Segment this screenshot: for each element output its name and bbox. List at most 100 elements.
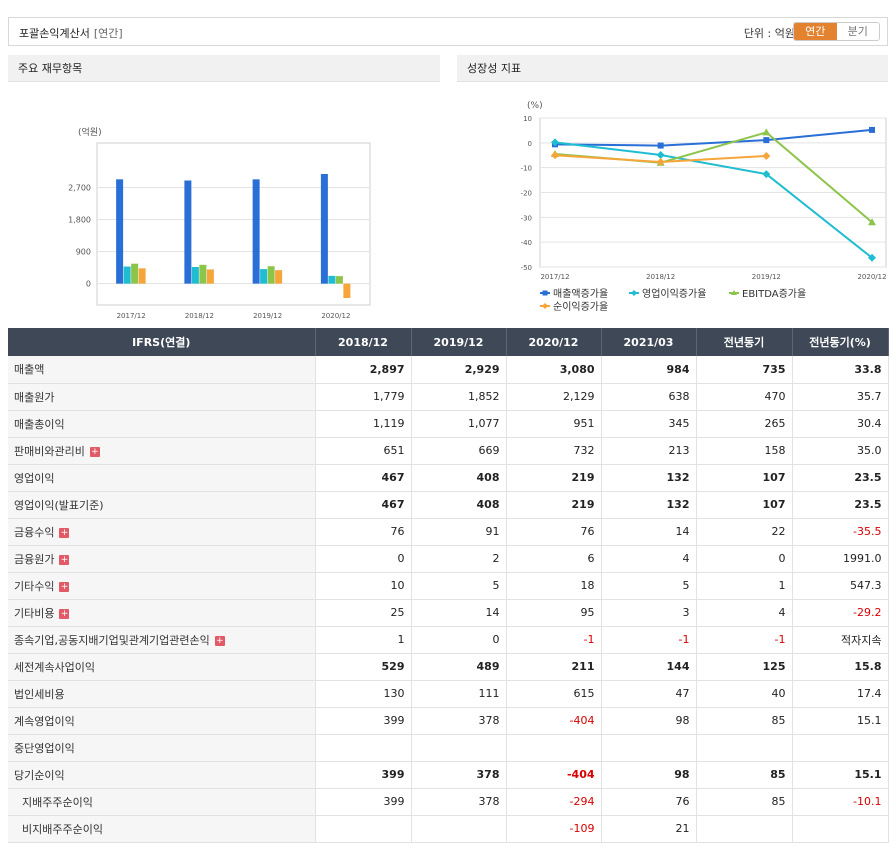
table-row: 판매비와관리비 +651 669 732 213 158 35.0 (8, 437, 889, 465)
table-row: 당기순이익 399 378 -404 98 85 15.1 (8, 761, 889, 789)
line-point-영업이익증가율 (551, 138, 559, 147)
row-label: 매출액 (8, 356, 316, 384)
table-cell: 95 (506, 599, 602, 627)
expand-plus-icon[interactable]: + (89, 446, 100, 457)
table-cell: 408 (411, 464, 507, 492)
table-cell: 144 (601, 653, 697, 681)
table-cell: 적자지속 (792, 626, 889, 654)
table-cell: -294 (506, 788, 602, 816)
row-label-text: 지배주주순이익 (22, 795, 93, 809)
row-label-text: 매출총이익 (14, 417, 65, 431)
table-row: 세전계속사업이익 529 489 211 144 125 15.8 (8, 653, 889, 681)
table-cell: 4 (696, 599, 793, 627)
line-series-매출액증가율 (554, 128, 873, 147)
line-y-tick-label: -50 (521, 264, 532, 272)
table-row: 금융원가 +0 2 6 4 0 1991.0 (8, 545, 889, 573)
table-cell: 1 (696, 572, 793, 600)
table-cell: 213 (601, 437, 697, 465)
table-cell: 651 (315, 437, 412, 465)
table-cell: 489 (411, 653, 507, 681)
row-label-text: 영업이익(발표기준) (14, 498, 104, 512)
row-label: 영업이익(발표기준) (8, 491, 316, 519)
table-header-row: IFRS(연결) 2018/12 2019/12 2020/12 2021/03 전년동기… (8, 328, 889, 356)
row-label-text: 기타비용 (14, 606, 55, 620)
table-cell: 735 (696, 356, 793, 384)
table-cell: 0 (411, 626, 507, 654)
table-cell: 211 (506, 653, 602, 681)
table-cell: 219 (506, 491, 602, 519)
bar-y-tick-label: 900 (76, 248, 91, 257)
row-label: 기타비용 + (8, 599, 316, 627)
line-point-EBITDA증가율 (762, 128, 771, 136)
expand-plus-icon[interactable]: + (59, 527, 70, 538)
row-label: 매출총이익 (8, 410, 316, 438)
expand-plus-icon[interactable]: + (59, 608, 70, 619)
bar-세전이익 (335, 276, 343, 284)
table-row: 중단영업이익 (8, 734, 889, 762)
table-cell (315, 815, 412, 843)
statement-title-text: 포괄손익계산서 (19, 27, 90, 40)
row-label: 기타수익 + (8, 572, 316, 600)
row-label: 매출원가 (8, 383, 316, 411)
table-cell: 21 (601, 815, 697, 843)
table-header-cell: 전년동기(%) (792, 328, 889, 356)
table-cell: 615 (506, 680, 602, 708)
row-label-text: 계속영업이익 (14, 714, 75, 728)
table-cell: 85 (696, 707, 793, 735)
bar-순이익 (275, 270, 283, 284)
table-cell: 85 (696, 788, 793, 816)
bar-x-tick-label: 2017/12 (117, 312, 146, 320)
row-label: 법인세비용 (8, 680, 316, 708)
table-cell (601, 734, 697, 762)
row-label: 영업이익 (8, 464, 316, 492)
bar-y-axis-unit: (억원) (78, 126, 102, 138)
table-cell (411, 815, 507, 843)
bar-순이익 (138, 268, 146, 284)
table-cell: 132 (601, 491, 697, 519)
table-cell: 2 (411, 545, 507, 573)
row-label: 금융원가 + (8, 545, 316, 573)
table-cell: 14 (411, 599, 507, 627)
line-x-tick-label: 2017/12 (540, 273, 569, 281)
table-cell: 378 (411, 761, 507, 789)
statement-header-bar: 포괄손익계산서 [연간] 단위 : 억원 연간 분기 (8, 17, 888, 46)
table-cell: 470 (696, 383, 793, 411)
table-row: 매출총이익 1,119 1,077 951 345 265 30.4 (8, 410, 889, 438)
bar-y-tick-label: 0 (86, 280, 91, 289)
key-financials-title: 주요 재무항목 (8, 55, 440, 82)
line-point-영업이익증가율 (656, 151, 665, 160)
line-legend-label: 순이익증가율 (553, 301, 608, 313)
toggle-quarterly-button[interactable]: 분기 (836, 23, 879, 40)
table-cell: 107 (696, 464, 793, 492)
row-label: 당기순이익 (8, 761, 316, 789)
table-cell: 2,929 (411, 356, 507, 384)
table-cell: 547.3 (792, 572, 889, 600)
line-point-매출액증가율 (657, 142, 664, 149)
table-cell: 111 (411, 680, 507, 708)
table-cell: 15.8 (792, 653, 889, 681)
table-cell: 22 (696, 518, 793, 546)
table-row: 영업이익 467 408 219 132 107 23.5 (8, 464, 889, 492)
row-label: 비지배주주순이익 (8, 815, 316, 843)
expand-plus-icon[interactable]: + (214, 635, 225, 646)
table-row: 법인세비용 130 111 615 47 40 17.4 (8, 680, 889, 708)
bar-세전이익 (131, 263, 139, 284)
row-label: 판매비와관리비 + (8, 437, 316, 465)
table-cell: 529 (315, 653, 412, 681)
growth-indicators-line-chart: 10 0 -10 -20 -30 -40 -50 (%) 2017/12 2018/12 2019/… (521, 101, 887, 313)
line-y-axis-unit: (%) (527, 101, 543, 111)
row-label-text: 매출액 (14, 363, 45, 377)
expand-plus-icon[interactable]: + (59, 581, 70, 592)
line-point-매출액증가율 (869, 126, 875, 133)
table-cell (506, 734, 602, 762)
line-y-tick-label: -10 (521, 165, 532, 173)
expand-plus-icon[interactable]: + (59, 554, 70, 565)
line-point-영업이익증가율 (762, 170, 771, 179)
line-series-영업이익증가율 (554, 141, 873, 259)
table-cell: 467 (315, 491, 412, 519)
row-label-text: 당기순이익 (14, 768, 65, 782)
table-cell: 35.0 (792, 437, 889, 465)
table-cell: 345 (601, 410, 697, 438)
line-y-tick-label: -30 (521, 214, 532, 222)
toggle-annual-button[interactable]: 연간 (794, 23, 837, 40)
